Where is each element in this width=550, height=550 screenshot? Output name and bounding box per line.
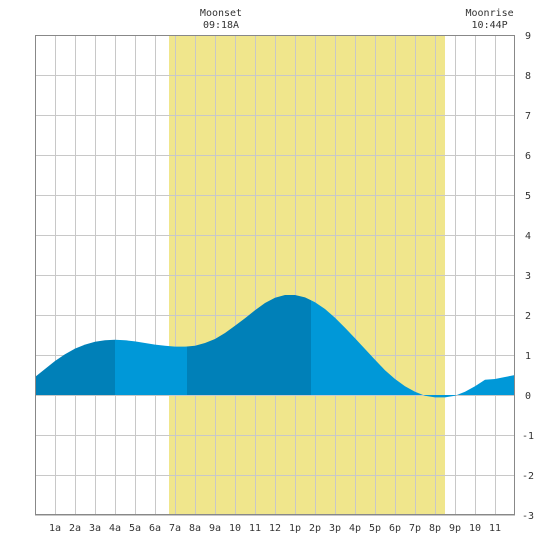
tide-area-segment <box>115 339 187 395</box>
x-tick-label: 9p <box>449 523 461 534</box>
y-tick-labels: -3 -2 -1 0 1 2 3 4 5 6 7 8 9 <box>522 31 534 522</box>
x-tick-label: 4a <box>109 523 121 534</box>
tide-areas <box>35 295 515 398</box>
tide-area-segment <box>35 339 115 395</box>
tide-area-segment <box>187 295 311 395</box>
y-tick-label: 6 <box>525 151 531 162</box>
x-tick-label: 8a <box>189 523 201 534</box>
x-tick-label: 11 <box>489 523 501 534</box>
grid-lines <box>35 35 515 516</box>
x-tick-label: 2p <box>309 523 321 534</box>
moon-event-label: Moonrise <box>466 8 514 19</box>
x-tick-label: 4p <box>349 523 361 534</box>
y-tick-label: 8 <box>525 71 531 82</box>
moon-event-label: Moonset <box>200 8 242 19</box>
x-tick-label: 7a <box>169 523 181 534</box>
x-tick-label: 12 <box>269 523 281 534</box>
y-tick-label: 5 <box>525 191 531 202</box>
x-tick-label: 7p <box>409 523 421 534</box>
x-tick-label: 11 <box>249 523 261 534</box>
y-tick-label: 0 <box>525 391 531 402</box>
x-tick-label: 10 <box>469 523 481 534</box>
y-tick-label: -2 <box>522 471 534 482</box>
x-tick-label: 1a <box>49 523 61 534</box>
x-tick-label: 10 <box>229 523 241 534</box>
y-tick-label: -3 <box>522 511 534 522</box>
moon-event-time: 09:18A <box>203 20 239 31</box>
x-tick-label: 3p <box>329 523 341 534</box>
x-tick-label: 6a <box>149 523 161 534</box>
x-tick-label: 5p <box>369 523 381 534</box>
y-tick-label: 4 <box>525 231 531 242</box>
x-tick-labels: 1a 2a 3a 4a 5a 6a 7a 8a 9a 10 11 12 1p 2p 3p 4p 5p 6p 7p 8p… <box>49 523 501 534</box>
y-tick-label: 3 <box>525 271 531 282</box>
x-tick-label: 2a <box>69 523 81 534</box>
x-tick-label: 6p <box>389 523 401 534</box>
moon-event-time: 10:44P <box>472 20 508 31</box>
y-tick-label: 7 <box>525 111 531 122</box>
x-tick-label: 5a <box>129 523 141 534</box>
x-tick-label: 1p <box>289 523 301 534</box>
x-tick-label: 3a <box>89 523 101 534</box>
y-tick-label: -1 <box>522 431 534 442</box>
x-tick-label: 9a <box>209 523 221 534</box>
tide-area-segment <box>311 300 515 398</box>
y-tick-label: 9 <box>525 31 531 42</box>
y-tick-label: 2 <box>525 311 531 322</box>
y-tick-label: 1 <box>525 351 531 362</box>
plot-border <box>35 35 515 515</box>
x-tick-label: 8p <box>429 523 441 534</box>
